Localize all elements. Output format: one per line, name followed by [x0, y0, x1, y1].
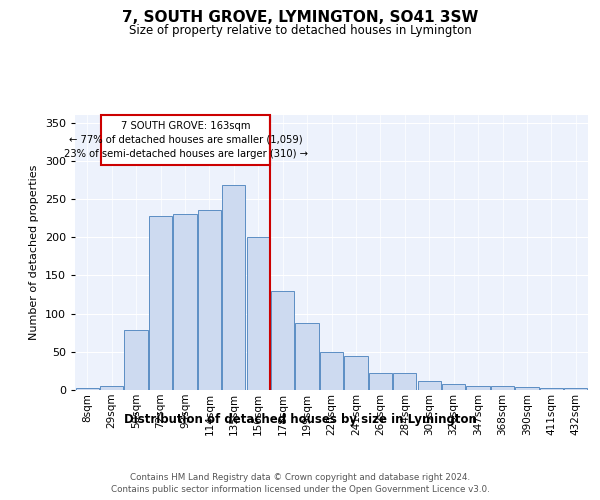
- Bar: [564, 388, 587, 390]
- Bar: [466, 386, 490, 390]
- Text: Size of property relative to detached houses in Lymington: Size of property relative to detached ho…: [128, 24, 472, 37]
- Text: 7 SOUTH GROVE: 163sqm
← 77% of detached houses are smaller (1,059)
23% of semi-d: 7 SOUTH GROVE: 163sqm ← 77% of detached …: [64, 121, 308, 159]
- Text: 7, SOUTH GROVE, LYMINGTON, SO41 3SW: 7, SOUTH GROVE, LYMINGTON, SO41 3SW: [122, 10, 478, 25]
- Y-axis label: Number of detached properties: Number of detached properties: [29, 165, 39, 340]
- Bar: [149, 216, 172, 390]
- Bar: [369, 373, 392, 390]
- Bar: [344, 356, 368, 390]
- Bar: [124, 330, 148, 390]
- Bar: [76, 388, 99, 390]
- Bar: [198, 210, 221, 390]
- Text: Contains HM Land Registry data © Crown copyright and database right 2024.
Contai: Contains HM Land Registry data © Crown c…: [110, 472, 490, 494]
- Bar: [418, 381, 441, 390]
- Bar: [295, 323, 319, 390]
- Bar: [540, 388, 563, 390]
- Bar: [100, 386, 123, 390]
- Bar: [442, 384, 465, 390]
- Bar: [271, 290, 294, 390]
- FancyBboxPatch shape: [101, 115, 271, 164]
- Bar: [320, 352, 343, 390]
- Text: Distribution of detached houses by size in Lymington: Distribution of detached houses by size …: [124, 412, 476, 426]
- Bar: [515, 387, 539, 390]
- Bar: [247, 237, 270, 390]
- Bar: [222, 186, 245, 390]
- Bar: [393, 373, 416, 390]
- Bar: [491, 386, 514, 390]
- Bar: [173, 214, 197, 390]
